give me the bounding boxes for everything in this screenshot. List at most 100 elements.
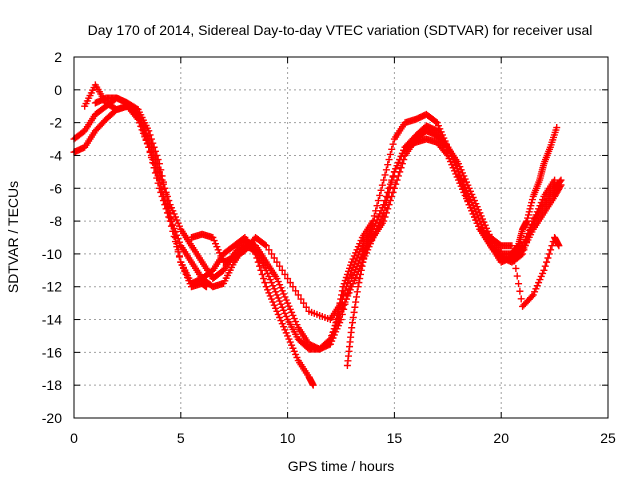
data-point	[378, 204, 386, 212]
data-point	[169, 221, 177, 229]
data-point	[356, 275, 364, 283]
data-point	[442, 140, 450, 148]
data-point	[436, 125, 444, 133]
data-points	[70, 81, 565, 389]
data-point	[289, 283, 297, 291]
data-point	[353, 254, 361, 262]
data-point	[469, 210, 477, 218]
data-point	[536, 276, 544, 284]
data-point	[440, 134, 448, 142]
data-point	[529, 217, 537, 225]
data-point	[341, 287, 349, 295]
data-point	[535, 279, 543, 287]
data-point	[289, 344, 297, 352]
data-point	[390, 168, 398, 176]
data-point	[444, 143, 452, 151]
data-point	[265, 272, 273, 280]
data-point	[292, 287, 300, 295]
data-point	[286, 279, 294, 287]
data-point	[349, 263, 357, 271]
data-point	[441, 137, 449, 145]
data-point	[165, 203, 173, 211]
data-point	[397, 164, 405, 172]
data-point	[276, 297, 284, 305]
data-point	[360, 250, 368, 258]
data-point	[349, 280, 357, 288]
data-point	[268, 279, 276, 287]
data-point	[382, 166, 390, 174]
data-point	[170, 227, 178, 235]
data-point	[340, 291, 348, 299]
data-point	[256, 262, 264, 270]
data-point	[268, 250, 276, 258]
data-point	[468, 207, 476, 215]
data-point	[333, 316, 341, 324]
y-axis-label: SDTVAR / TECUs	[5, 181, 21, 293]
data-point	[529, 291, 537, 299]
data-point	[173, 240, 181, 248]
data-point	[394, 159, 402, 167]
data-point	[524, 214, 532, 222]
data-point	[288, 308, 296, 316]
data-point	[284, 332, 292, 340]
data-point	[281, 326, 289, 334]
data-point	[274, 294, 282, 302]
data-point	[516, 287, 524, 295]
data-point	[525, 208, 533, 216]
data-point	[202, 283, 210, 291]
data-point	[536, 202, 544, 210]
data-point	[262, 242, 270, 250]
data-point	[276, 262, 284, 270]
data-point	[290, 347, 298, 355]
x-tick-label: 5	[177, 430, 185, 446]
data-point	[302, 303, 310, 311]
data-point	[274, 310, 282, 318]
data-point	[261, 241, 269, 249]
data-point	[282, 312, 290, 320]
data-point	[351, 303, 359, 311]
data-point	[397, 152, 405, 160]
data-point	[350, 260, 358, 268]
data-point	[389, 172, 397, 180]
data-point	[346, 286, 354, 294]
data-point	[526, 205, 534, 213]
data-point	[214, 246, 222, 254]
data-point	[362, 246, 370, 254]
data-point	[543, 258, 551, 266]
data-point	[531, 288, 539, 296]
data-point	[456, 179, 464, 187]
data-point	[327, 337, 335, 345]
data-point	[348, 319, 356, 327]
data-point	[338, 295, 346, 303]
data-point	[161, 184, 169, 192]
data-point	[449, 164, 457, 172]
data-point	[277, 284, 285, 292]
data-point	[517, 251, 525, 259]
data-point	[331, 322, 339, 330]
data-point	[388, 176, 396, 184]
data-point	[352, 257, 360, 265]
data-point	[261, 279, 269, 287]
data-point	[523, 238, 531, 246]
data-point	[352, 293, 360, 301]
data-point	[273, 258, 281, 266]
data-point	[539, 196, 547, 204]
data-point	[513, 243, 521, 251]
data-point	[344, 292, 352, 300]
data-point	[266, 292, 274, 300]
data-point	[293, 321, 301, 329]
x-axis-label: GPS time / hours	[288, 458, 395, 474]
data-point	[532, 211, 540, 219]
data-point	[352, 273, 360, 281]
data-point	[393, 162, 401, 170]
data-point	[433, 119, 441, 127]
data-point	[150, 143, 158, 151]
data-point	[278, 320, 286, 328]
data-point	[277, 317, 285, 325]
y-tick-label: -16	[42, 344, 62, 360]
data-point	[547, 246, 555, 254]
data-point	[376, 191, 384, 199]
data-point	[281, 270, 289, 278]
data-point	[378, 181, 386, 189]
